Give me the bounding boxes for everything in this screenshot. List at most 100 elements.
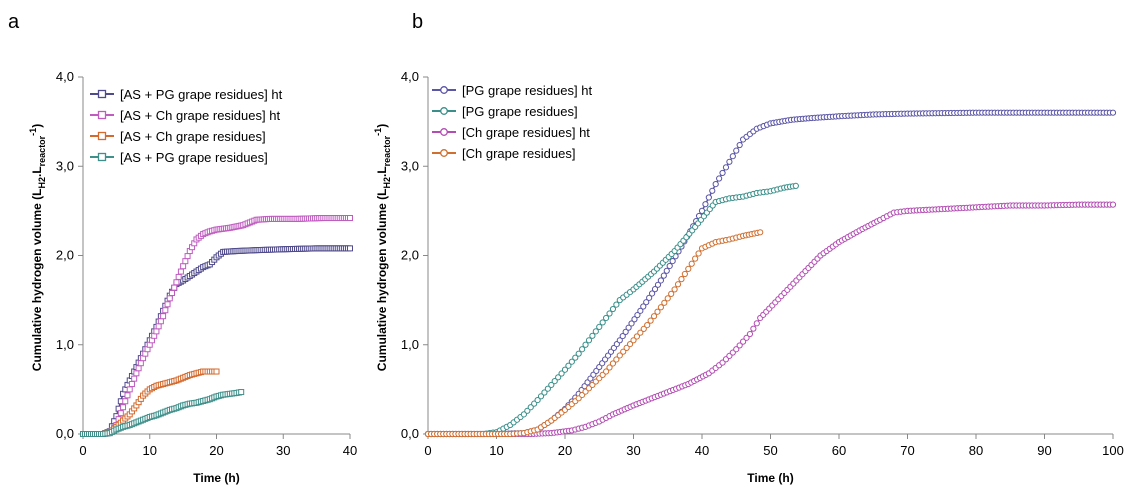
data-point — [640, 303, 647, 310]
data-point — [520, 411, 528, 418]
data-point — [664, 295, 671, 302]
data-point — [157, 318, 164, 325]
x-tick-label: 0 — [424, 443, 431, 458]
data-point — [726, 158, 733, 165]
data-point — [122, 398, 129, 405]
data-point — [620, 348, 627, 355]
y-axis-title-part: .L — [375, 166, 389, 177]
legend-label: [Ch grape residues] ht — [462, 125, 590, 140]
legend-label: [Ch grape residues] — [462, 146, 575, 161]
legend-label: [AS + Ch grape residues] — [120, 129, 266, 144]
legend-label: [PG grape residues] — [462, 104, 578, 119]
y-tick-label: 2,0 — [401, 248, 419, 263]
data-point — [182, 258, 189, 265]
data-point — [166, 295, 173, 302]
chart-panel-a: 0,0 1,0 2,0 3,0 4,0 0 10 20 30 40 Time (h) Cumulati… — [28, 69, 357, 485]
data-point — [637, 307, 644, 314]
data-point — [646, 294, 653, 301]
y-tick-label: 3,0 — [56, 158, 74, 173]
x-axis-title: Time (h) — [747, 471, 793, 485]
y-axis-title-part: H2 — [37, 177, 47, 189]
y-tick-label: 2,0 — [56, 248, 74, 263]
x-tick-label: 10 — [489, 443, 503, 458]
data-point — [633, 333, 641, 340]
data-point — [688, 260, 695, 267]
legend-entry: [PG grape residues] ht — [432, 83, 592, 98]
data-point — [238, 389, 245, 396]
data-point — [603, 368, 610, 375]
data-point — [630, 337, 637, 344]
panel-label-b: b — [412, 11, 423, 33]
legend-entry: [AS + PG grape residues] ht — [90, 87, 283, 102]
data-point — [669, 258, 676, 265]
data-point — [613, 356, 620, 363]
data-point — [628, 320, 635, 327]
legend-marker — [440, 128, 448, 136]
legend-label: [AS + PG grape residues] ht — [120, 87, 283, 102]
series-b-3 — [424, 229, 764, 438]
data-point — [579, 346, 586, 353]
data-point — [537, 393, 545, 400]
data-point — [213, 368, 220, 375]
data-point — [137, 360, 144, 367]
data-point — [551, 378, 558, 385]
data-point — [619, 332, 626, 340]
y-axis-title-part: Cumulative hydrogen volume (L — [30, 189, 44, 372]
series-a-3 — [80, 389, 245, 437]
x-tick-label: 100 — [1102, 443, 1124, 458]
data-point — [555, 374, 562, 381]
data-point — [716, 175, 723, 182]
data-point — [585, 337, 593, 344]
legend-label: [AS + PG grape residues] — [120, 150, 268, 165]
y-axis-title-part: H2 — [382, 177, 392, 189]
data-point — [625, 324, 632, 331]
y-axis-title: Cumulative hydrogen volume (LH2.Lreactor… — [28, 124, 47, 371]
data-point — [681, 270, 688, 278]
y-axis-title-part: reactor — [382, 135, 392, 166]
data-point — [544, 385, 551, 392]
data-point — [695, 250, 702, 257]
y-axis-title-part: -1 — [28, 128, 38, 136]
data-point — [589, 332, 596, 339]
data-point — [117, 410, 124, 417]
data-point — [534, 396, 541, 404]
data-point — [609, 360, 617, 367]
data-point — [164, 301, 171, 308]
data-point — [709, 187, 716, 194]
data-point — [663, 267, 670, 274]
data-point — [135, 365, 142, 372]
data-point — [582, 341, 589, 348]
data-point — [651, 286, 659, 293]
chart-panel-b: 0,0 1,0 2,0 3,0 4,0 0 10 20 30 40 50 60 70 80 90 100 Tim… — [373, 69, 1124, 485]
data-point — [757, 229, 764, 236]
data-point — [674, 281, 682, 288]
x-axis-title: Time (h) — [193, 471, 239, 485]
data-point — [575, 350, 582, 357]
data-point — [606, 310, 613, 317]
data-point — [792, 182, 799, 189]
x-tick-label: 90 — [1037, 443, 1051, 458]
data-point — [558, 370, 565, 377]
data-point — [657, 304, 665, 311]
data-point — [685, 265, 692, 272]
data-point — [657, 277, 665, 284]
data-point — [160, 313, 167, 320]
data-point — [531, 400, 538, 407]
data-point — [722, 164, 730, 171]
data-point — [753, 320, 760, 327]
data-point — [606, 364, 613, 371]
legend-entry: [AS + Ch grape residues] ht — [90, 108, 280, 123]
y-axis-title-part: reactor — [37, 135, 47, 166]
data-point — [153, 328, 160, 335]
x-tick-label: 0 — [79, 443, 86, 458]
data-point — [1109, 109, 1117, 116]
data-point — [126, 386, 133, 393]
y-tick-label: 1,0 — [56, 337, 74, 352]
data-point — [120, 404, 127, 411]
data-point — [175, 273, 182, 280]
data-point — [347, 245, 353, 252]
y-axis-title-part: -1 — [373, 128, 383, 136]
panel-label-a: a — [8, 11, 20, 33]
y-axis-title-part: Cumulative hydrogen volume (L — [375, 189, 389, 372]
x-tick-label: 30 — [276, 443, 290, 458]
